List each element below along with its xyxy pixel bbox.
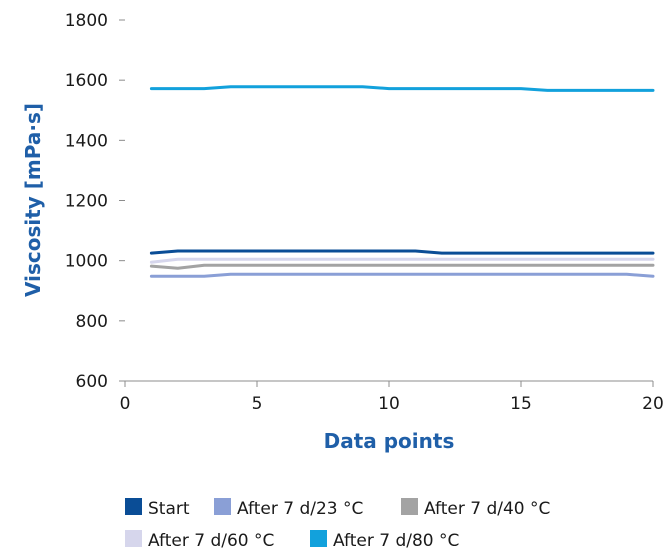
y-axis: 600 800 1000 1200 1400 1600 1800 <box>65 11 125 392</box>
legend-label: Start <box>148 499 190 519</box>
series-line <box>149 249 655 255</box>
legend-swatch <box>401 498 418 515</box>
legend-label: After 7 d/60 °C <box>148 531 274 551</box>
legend: Start After 7 d/23 °C After 7 d/40 °C After… <box>125 498 550 551</box>
y-tick-label: 1000 <box>65 252 108 272</box>
legend-swatch <box>214 498 231 515</box>
x-axis-title: Data points <box>324 429 455 453</box>
y-tick-label: 1600 <box>65 71 108 91</box>
legend-label: After 7 d/40 °C <box>424 499 550 519</box>
legend-swatch <box>125 498 142 515</box>
legend-swatch <box>125 530 142 547</box>
y-tick-label: 1400 <box>65 131 108 151</box>
series-line <box>149 272 655 278</box>
y-tick-label: 1800 <box>65 11 108 31</box>
series-lines <box>149 85 655 278</box>
legend-label: After 7 d/80 °C <box>333 531 459 551</box>
y-axis-title: Viscosity [mPa·s] <box>21 103 45 297</box>
y-tick-label: 600 <box>76 372 108 392</box>
x-tick-label: 5 <box>252 394 263 414</box>
series-line <box>149 257 655 264</box>
x-tick-label: 10 <box>378 394 400 414</box>
y-tick-label: 1200 <box>65 192 108 212</box>
x-tick-label: 20 <box>642 394 664 414</box>
legend-label: After 7 d/23 °C <box>237 499 363 519</box>
x-tick-label: 0 <box>120 394 131 414</box>
y-tick-label: 800 <box>76 312 108 332</box>
x-axis: 0 5 10 15 20 <box>120 380 664 414</box>
legend-swatch <box>310 530 327 547</box>
x-tick-label: 15 <box>510 394 532 414</box>
series-line <box>149 263 655 270</box>
series-line <box>149 85 655 92</box>
